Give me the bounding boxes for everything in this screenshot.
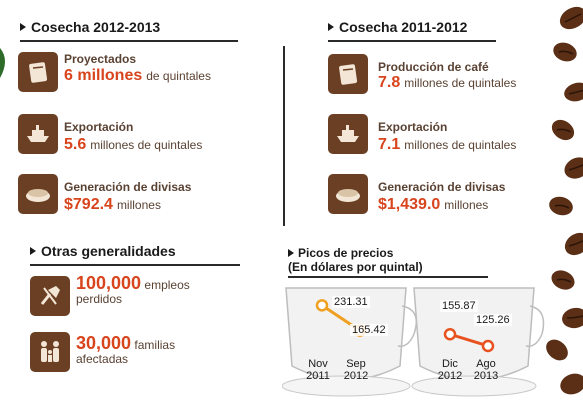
chart1-label-end: 165.42 [350,324,388,336]
ship-icon [18,114,58,154]
right-row3-label: Generación de divisas [378,180,506,194]
left-row1-label: Proyectados [64,52,137,66]
chart2-label-start: 155.87 [440,300,478,312]
chart2-x-end: Ago 2013 [468,358,504,382]
left-row1-value: 6 millones de quintales [64,67,211,85]
sack-icon [328,54,368,94]
family-icon [30,332,70,372]
general-item1: 100,000 empleos perdidos [76,273,190,306]
left-row2-label: Exportación [64,120,134,134]
right-row2-value: 7.1 millones de quintales [378,136,516,154]
chart1-x-start: Nov 2011 [300,358,336,382]
prices-caption: Picos de precios (En dólares por quintal… [288,246,423,274]
left-row3-value: $792.4 millones [64,196,161,214]
left-row2-unit: millones de quintales [90,138,203,152]
right-row2-unit: millones de quintales [404,138,517,152]
chart1-x-start-line1: Nov [308,358,328,370]
general-section-title: Otras generalidades [30,238,240,266]
chart1-x-end-line1: Sep [346,358,366,370]
right-section-title: Cosecha 2011-2012 [328,14,496,42]
saucer-left [282,375,411,397]
left-row1-number: 6 millones [64,67,143,84]
general-item2: 30,000 familias afectadas [76,333,176,366]
chart2-x-start: Dic 2012 [432,358,468,382]
left-row2-number: 5.6 [64,136,87,153]
right-title-text: Cosecha 2011-2012 [339,19,468,35]
left-row3-label: Generación de divisas [64,180,192,194]
coffee-beans-decoration [546,6,583,395]
prices-rule [288,276,488,278]
chart1-x-start-line2: 2011 [306,370,330,382]
right-row1-label: Producción de café [378,60,489,74]
right-row1-unit: millones de quintales [404,76,517,90]
column-divider [283,46,285,226]
chart1-label-start: 231.31 [332,296,370,308]
chart1-point-1 [315,299,329,312]
left-title-text: Cosecha 2012-2013 [31,19,161,35]
general-item2-text2: afectadas [76,352,129,366]
chart1-x-end-line2: 2012 [343,370,369,382]
general-item1-number: 100,000 [76,273,142,293]
money-icon [18,174,58,214]
right-row1-value: 7.8 millones de quintales [378,74,516,92]
right-row3-unit: millones [444,198,489,212]
sack-icon [18,52,58,92]
price-cups-chart [282,287,545,397]
chart2-x-end-line2: 2013 [473,370,499,382]
general-title-text: Otras generalidades [41,243,176,259]
general-item2-text1: familias [134,338,176,352]
money-icon [328,174,368,214]
right-row3-value: $1,439.0 millones [378,196,488,214]
general-item1-text2: perdidos [76,292,123,306]
right-row1-number: 7.8 [378,74,401,91]
leaf-icon [0,48,5,78]
chart2-x-start-line1: Dic [442,358,458,370]
chart2-x-end-line1: Ago [476,358,496,370]
chart2-x-start-line2: 2012 [437,370,463,382]
triangle-bullet-icon [288,249,294,257]
ship-icon [328,114,368,154]
shovel-icon [30,276,70,316]
triangle-bullet-icon [20,23,26,31]
saucer-right [411,375,537,397]
chart2-line [449,332,489,348]
right-row3-number: $1,439.0 [378,196,441,213]
right-row2-label: Exportación [378,120,448,134]
chart2-label-end: 125.26 [474,314,512,326]
left-section-title: Cosecha 2012-2013 [20,14,238,42]
left-row3-number: $792.4 [64,196,113,213]
triangle-bullet-icon [328,23,334,31]
right-row2-number: 7.1 [378,136,401,153]
chart2-point-1 [443,327,457,341]
general-item2-number: 30,000 [76,333,132,353]
general-item1-text1: empleos [144,278,190,292]
prices-subtitle: (En dólares por quintal) [288,260,423,274]
left-row2-value: 5.6 millones de quintales [64,136,202,154]
chart2-point-2 [481,339,495,353]
left-row1-unit: de quintales [146,69,211,83]
prices-title: Picos de precios [298,246,394,260]
triangle-bullet-icon [30,247,36,255]
left-row3-unit: millones [116,198,161,212]
chart1-x-end: Sep 2012 [338,358,374,382]
